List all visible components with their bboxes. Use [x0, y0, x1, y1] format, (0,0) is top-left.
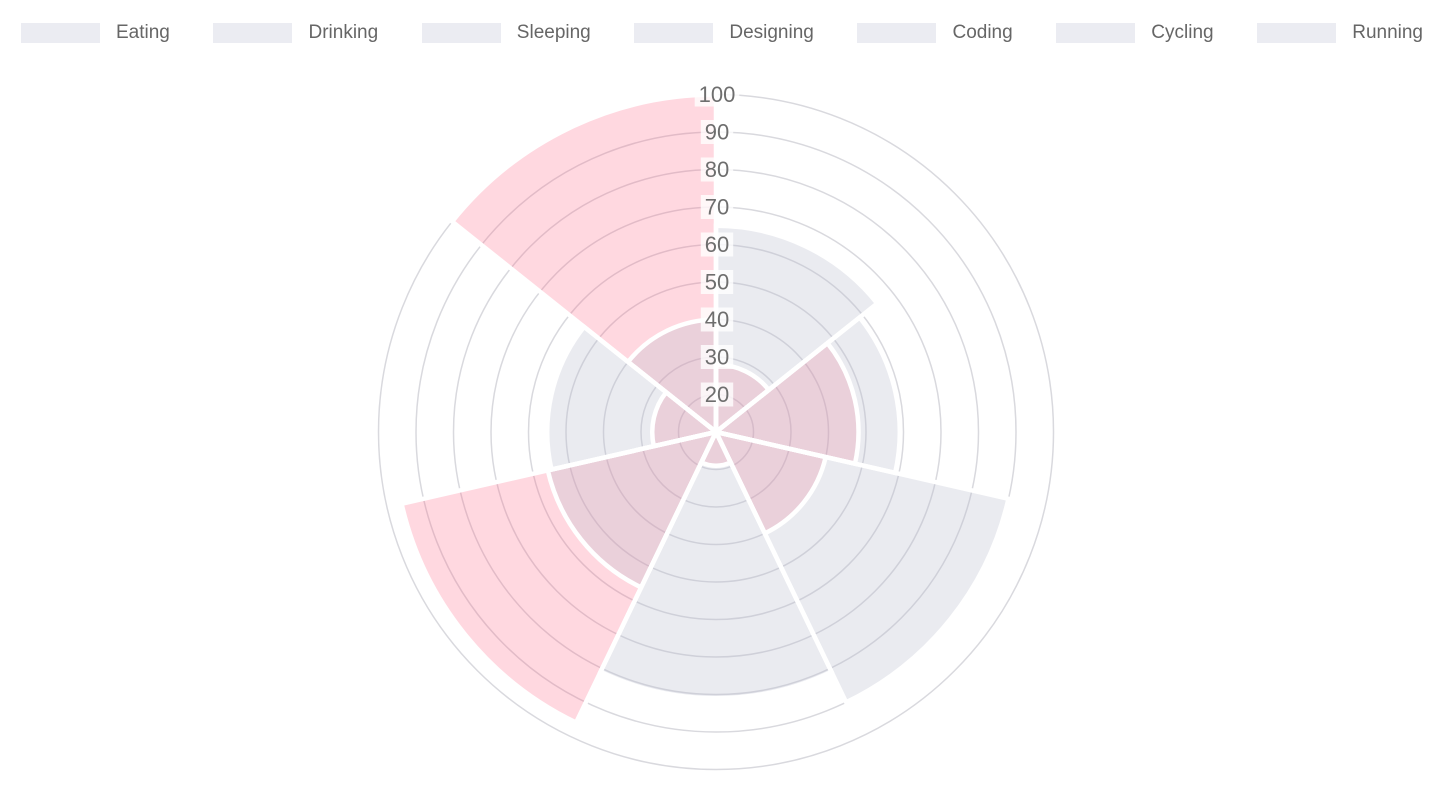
slice-border — [545, 428, 721, 591]
slice-running-pink[interactable] — [452, 94, 716, 433]
radial-tick-label: 40 — [705, 307, 729, 332]
slice-border — [597, 426, 835, 701]
legend-label: Cycling — [1151, 22, 1214, 43]
radial-tick-label: 70 — [705, 195, 729, 220]
tick-backdrop — [700, 307, 734, 332]
series-borders — [398, 92, 1012, 726]
slice-border — [710, 339, 861, 467]
slice-designing-pink[interactable] — [701, 432, 731, 466]
pink-series-fills — [401, 94, 859, 723]
tick-backdrop — [700, 120, 734, 144]
slice-border — [448, 92, 719, 437]
legend-item-designing[interactable]: Designing — [634, 22, 814, 44]
legend-label: Coding — [952, 22, 1013, 43]
slice-eating-pink[interactable] — [716, 364, 769, 433]
tick-backdrop — [700, 195, 734, 219]
slice-designing-gray[interactable] — [600, 432, 832, 699]
legend-item-drinking[interactable]: Drinking — [213, 22, 378, 44]
legend-label: Designing — [729, 22, 814, 43]
slice-border — [711, 428, 1012, 706]
slice-border — [545, 323, 722, 473]
legend-item-eating[interactable]: Eating — [21, 22, 170, 44]
slice-border — [713, 223, 881, 437]
radial-tick-label: 80 — [705, 157, 729, 182]
legend-label: Drinking — [308, 22, 379, 43]
legend-label: Eating — [116, 22, 170, 43]
slice-cycling-gray[interactable] — [547, 326, 716, 470]
tick-backdrop — [700, 157, 734, 182]
legend-item-cycling[interactable]: Cycling — [1056, 22, 1214, 44]
legend-box — [21, 23, 100, 43]
tick-backdrop — [700, 382, 734, 407]
tick-backdrop — [694, 82, 740, 107]
slice-drinking-pink[interactable] — [716, 343, 859, 464]
chart-legend: Eating Drinking Sleeping Designing Coding Cyc… — [0, 22, 1444, 44]
legend-box — [634, 23, 714, 43]
radial-tick-label: 60 — [705, 232, 729, 257]
tick-backdrop — [700, 232, 734, 257]
radial-tick-label: 50 — [705, 270, 729, 295]
legend-box — [421, 23, 501, 43]
legend-label: Running — [1352, 22, 1423, 43]
legend-item-sleeping[interactable]: Sleeping — [421, 22, 591, 44]
slice-cycling-pink[interactable] — [652, 392, 716, 447]
radial-tick-label: 90 — [705, 120, 729, 145]
legend-box — [213, 23, 293, 43]
slice-drinking-gray[interactable] — [716, 317, 900, 473]
slice-running-gray[interactable] — [628, 319, 716, 433]
slice-border — [711, 428, 829, 537]
radial-tick-label: 100 — [699, 82, 736, 107]
radial-tick-label: 30 — [705, 345, 729, 370]
legend-item-coding[interactable]: Coding — [857, 22, 1013, 44]
slice-border — [398, 428, 721, 726]
legend-box — [857, 23, 937, 43]
tick-backdrop — [700, 270, 734, 294]
legend-box — [1257, 23, 1337, 43]
tick-backdrop — [700, 345, 734, 369]
legend-box — [1056, 23, 1136, 43]
radial-tick-label: 20 — [705, 382, 729, 407]
legend-item-running[interactable]: Running — [1257, 22, 1423, 44]
legend-label: Sleeping — [516, 22, 591, 43]
slice-border — [710, 314, 902, 476]
radial-axis-ticks: 20 30 40 50 60 70 80 90 100 — [694, 82, 740, 407]
